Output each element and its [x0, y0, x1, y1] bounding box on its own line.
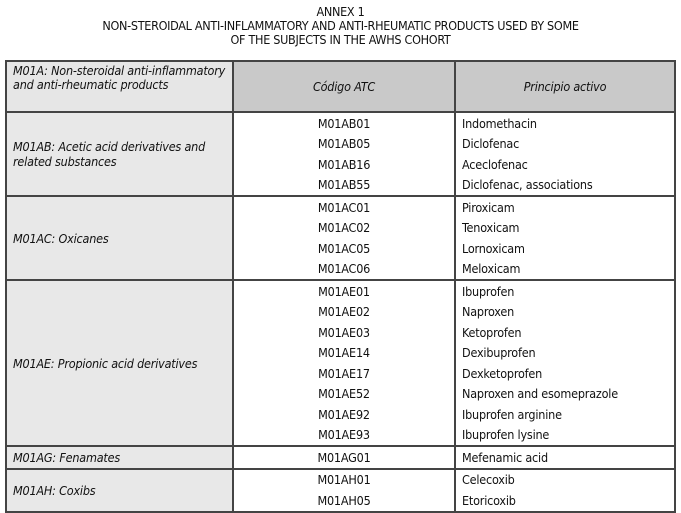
- header-name: Principio activo: [454, 60, 676, 113]
- header-group: M01A: Non-steroidal anti-inflammatory an…: [5, 60, 234, 113]
- active-ingredient-cell: Dexketoprofen: [455, 363, 676, 384]
- table-row: M01AE02 Naproxen: [6, 301, 676, 322]
- atc-code-cell: M01AC02: [232, 217, 456, 238]
- active-ingredient-cell: Indomethacin: [455, 112, 676, 134]
- atc-code-cell: M01AE52: [232, 383, 456, 404]
- active-ingredient-cell: Diclofenac, associations: [455, 174, 676, 197]
- group-cell: M01AG: Fenamates: [5, 445, 234, 470]
- active-ingredient-cell: Mefenamic acid: [455, 446, 676, 470]
- atc-code-cell: M01AE14: [232, 342, 456, 363]
- active-ingredient-cell: Aceclofenac: [455, 154, 676, 175]
- table-row: M01AC05 Lornoxicam: [6, 238, 676, 259]
- table-row: M01AG: Fenamates M01AG01 Mefenamic acid: [5, 445, 676, 470]
- atc-code-cell: M01AB16: [232, 154, 456, 175]
- atc-code-cell: M01AB05: [232, 133, 456, 154]
- atc-code-cell: M01AG01: [232, 446, 456, 470]
- header-row: M01A: Non-steroidal anti-inflammatory an…: [5, 60, 676, 113]
- table-row: M01AC02 Tenoxicam: [6, 217, 676, 238]
- table-row: M01AE52 Naproxen and esomeprazole: [6, 383, 676, 404]
- active-ingredient-cell: Naproxen and esomeprazole: [455, 383, 676, 404]
- atc-code-cell: M01AE03: [232, 322, 456, 343]
- table-row: M01AE: Propionic acid derivatives M01AE01…: [5, 279, 676, 447]
- atc-code-cell: M01AH01: [232, 468, 456, 490]
- group-cell: M01AE: Propionic acid derivatives: [5, 279, 234, 447]
- active-ingredient-cell: Piroxicam: [455, 196, 676, 218]
- table-row: M01AB55 Diclofenac, associations: [6, 174, 676, 197]
- table-row: M01AC: Oxicanes M01AC01 Piroxicam: [5, 195, 676, 281]
- atc-table: M01A: Non-steroidal anti-inflammatory an…: [5, 60, 676, 513]
- table-title-line-1: NON-STEROIDAL ANTI-INFLAMMATORY AND ANTI…: [102, 18, 579, 33]
- annex-label: ANNEX 1: [316, 4, 365, 19]
- table-row: M01AE17 Dexketoprofen: [6, 363, 676, 384]
- active-ingredient-cell: Meloxicam: [455, 258, 676, 281]
- group-cell: M01AC: Oxicanes: [5, 195, 234, 281]
- atc-code-cell: M01AH05: [232, 490, 456, 513]
- active-ingredient-cell: Ibuprofen lysine: [455, 424, 676, 447]
- active-ingredient-cell: Celecoxib: [455, 468, 676, 490]
- atc-code-cell: M01AC01: [232, 196, 456, 218]
- table-row: M01AC06 Meloxicam: [6, 258, 676, 281]
- table-row: M01AE93 Ibuprofen lysine: [6, 424, 676, 447]
- atc-code-cell: M01AB01: [232, 112, 456, 134]
- active-ingredient-cell: Etoricoxib: [455, 490, 676, 513]
- atc-code-cell: M01AE92: [232, 404, 456, 425]
- active-ingredient-cell: Lornoxicam: [455, 238, 676, 259]
- active-ingredient-cell: Naproxen: [455, 301, 676, 322]
- atc-code-cell: M01AB55: [232, 174, 456, 197]
- table-row: M01AE92 Ibuprofen arginine: [6, 404, 676, 425]
- header-code: Código ATC: [232, 60, 456, 113]
- atc-code-cell: M01AE17: [232, 363, 456, 384]
- table-row: M01AE14 Dexibuprofen: [6, 342, 676, 363]
- table-row: M01AB16 Aceclofenac: [6, 154, 676, 175]
- table-title-line-2: OF THE SUBJECTS IN THE AWHS COHORT: [230, 32, 451, 47]
- active-ingredient-cell: Ketoprofen: [455, 322, 676, 343]
- table-row: M01AE03 Ketoprofen: [6, 322, 676, 343]
- active-ingredient-cell: Ibuprofen arginine: [455, 404, 676, 425]
- atc-code-cell: M01AC06: [232, 258, 456, 281]
- active-ingredient-cell: Tenoxicam: [455, 217, 676, 238]
- atc-code-cell: M01AE93: [232, 424, 456, 447]
- table-row: M01AH: Coxibs M01AH01 Celecoxib: [5, 467, 676, 513]
- active-ingredient-cell: Dexibuprofen: [455, 342, 676, 363]
- table-row: M01AB05 Diclofenac: [6, 133, 676, 154]
- group-cell: M01AH: Coxibs: [5, 467, 234, 513]
- table-row: M01AB: Acetic acid derivatives and relat…: [5, 111, 676, 197]
- group-cell: M01AB: Acetic acid derivatives and relat…: [5, 111, 234, 197]
- atc-code-cell: M01AC05: [232, 238, 456, 259]
- active-ingredient-cell: Ibuprofen: [455, 280, 676, 302]
- atc-code-cell: M01AE01: [232, 280, 456, 302]
- active-ingredient-cell: Diclofenac: [455, 133, 676, 154]
- atc-code-cell: M01AE02: [232, 301, 456, 322]
